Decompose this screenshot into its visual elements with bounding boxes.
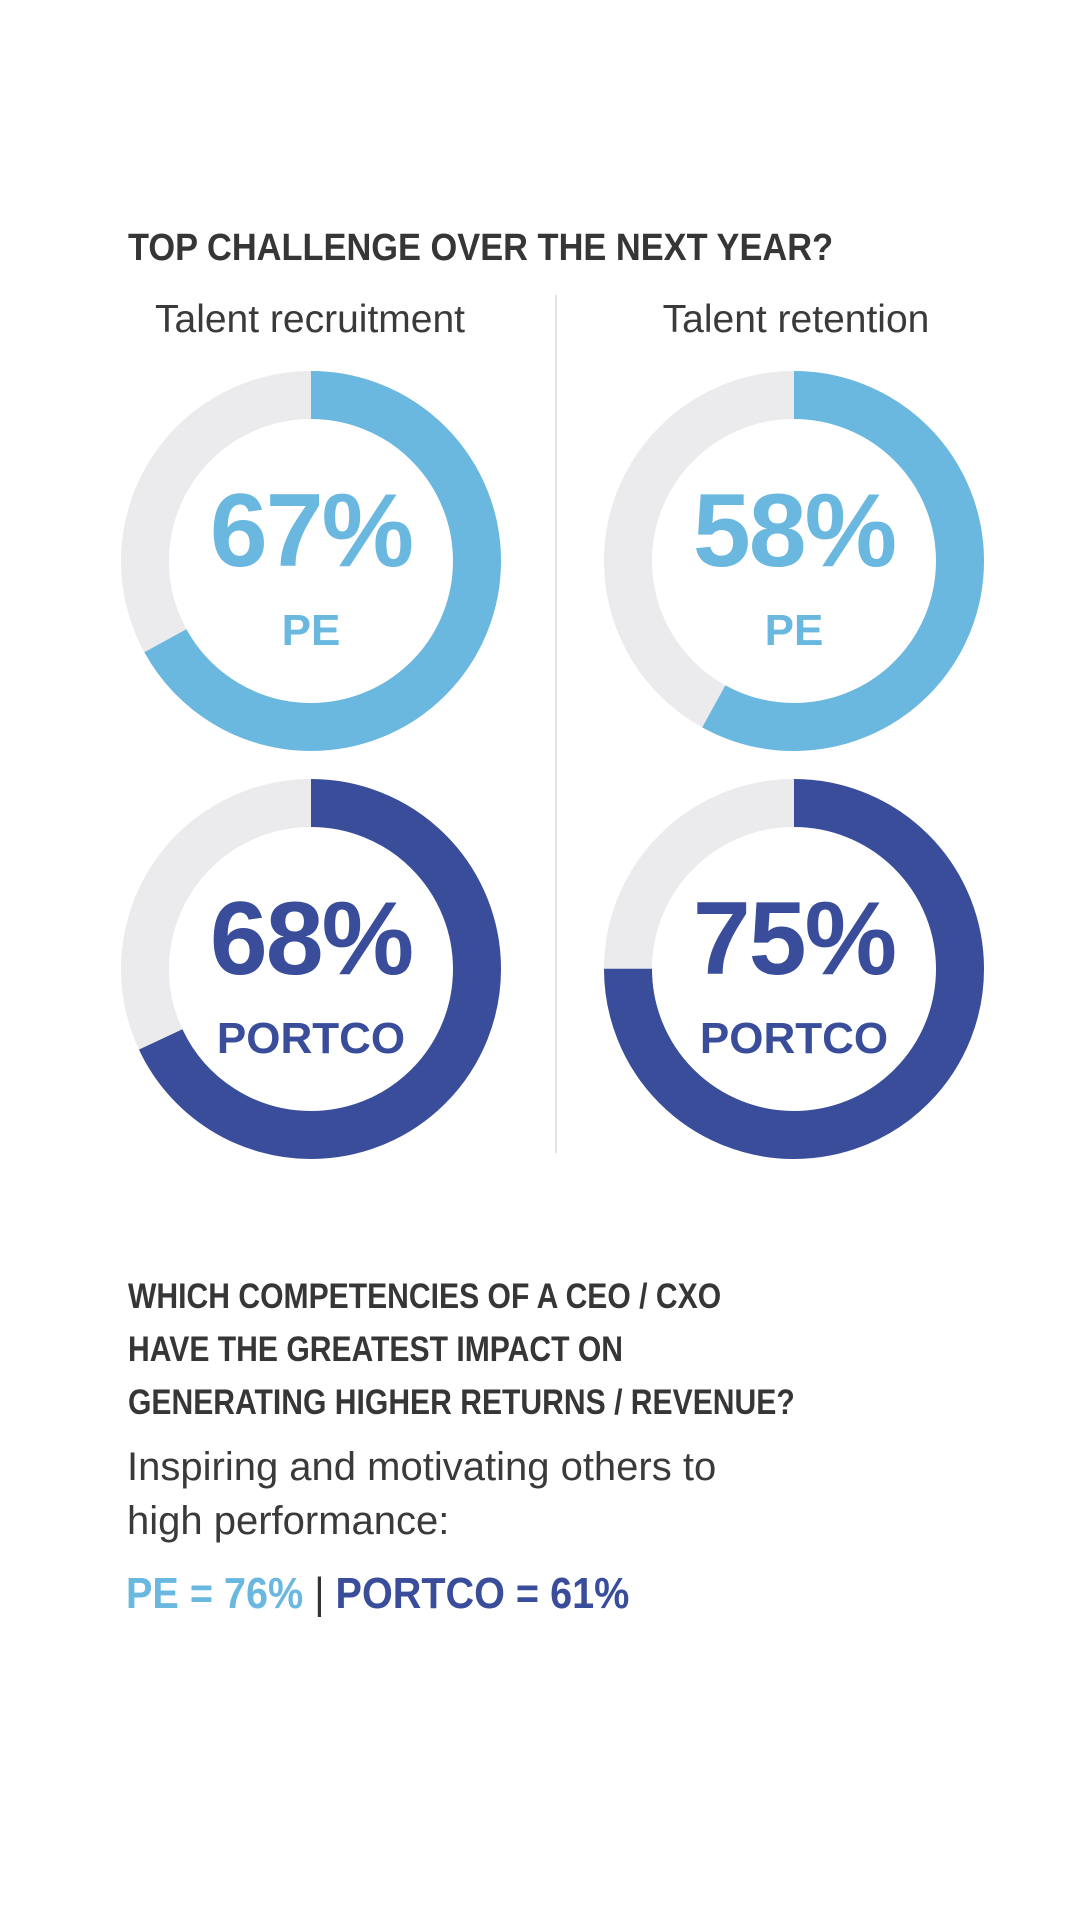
- donut-value: 68%: [209, 881, 414, 997]
- answer-text-line: Inspiring and motivating others to: [127, 1445, 717, 1489]
- donut-portco-retention: 75% PORTCO: [594, 769, 994, 1169]
- result-pe: PE = 76%: [126, 1569, 304, 1618]
- section2-title-line: GENERATING HIGHER RETURNS / REVENUE?: [128, 1383, 795, 1422]
- result-line: PE = 76% | PORTCO = 61%: [126, 1567, 629, 1621]
- result-separator: |: [314, 1569, 325, 1618]
- donut-value: 58%: [692, 473, 897, 589]
- answer-text-line: high performance:: [127, 1499, 450, 1543]
- donut-pe-recruitment: 67% PE: [111, 361, 511, 761]
- column-divider: [555, 295, 557, 1153]
- column-label-retention: Talent retention: [662, 298, 930, 341]
- donut-value: 75%: [692, 881, 897, 997]
- donut-portco-recruitment: 68% PORTCO: [111, 769, 511, 1169]
- donut-label: PORTCO: [699, 1014, 889, 1063]
- column-label-recruitment: Talent recruitment: [155, 298, 465, 341]
- donut-value: 67%: [209, 473, 414, 589]
- donut-ring: [604, 371, 984, 751]
- section2-title-line: WHICH COMPETENCIES OF A CEO / CXO: [128, 1277, 722, 1316]
- donut-label: PORTCO: [216, 1014, 406, 1063]
- donut-ring: [121, 779, 501, 1159]
- donut-label: PE: [281, 606, 341, 655]
- donut-ring: [121, 371, 501, 751]
- donut-ring: [604, 779, 984, 1159]
- donut-pe-retention: 58% PE: [594, 361, 994, 761]
- section2-title-line: HAVE THE GREATEST IMPACT ON: [128, 1330, 623, 1369]
- result-portco: PORTCO = 61%: [335, 1569, 630, 1618]
- section1-title: TOP CHALLENGE OVER THE NEXT YEAR?: [128, 227, 834, 269]
- donut-label: PE: [764, 606, 824, 655]
